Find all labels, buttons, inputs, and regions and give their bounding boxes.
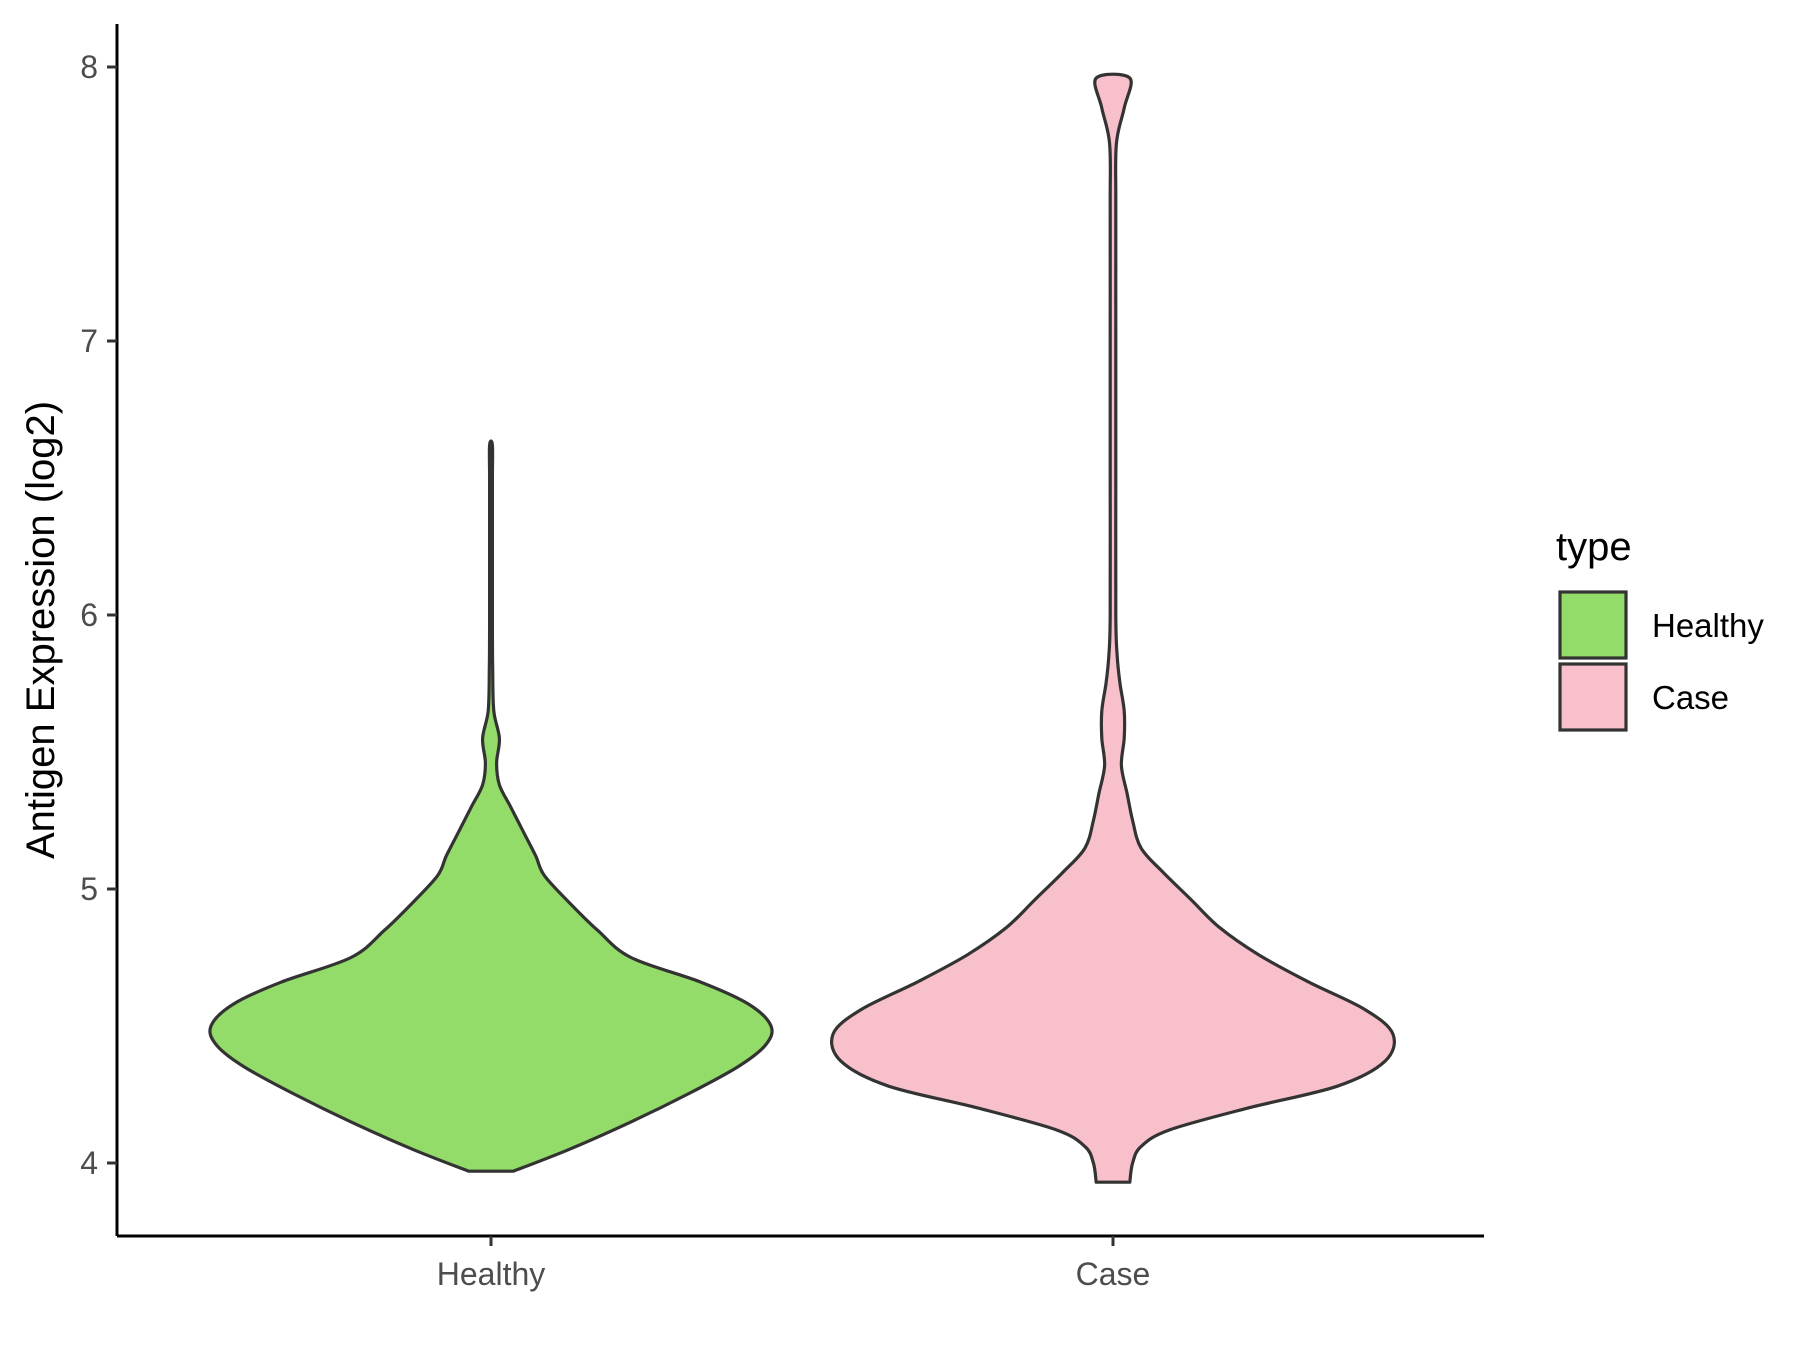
y-axis-ticks: 4 5 6 7 8 xyxy=(80,49,117,1181)
y-axis-title: Antigen Expression (log2) xyxy=(19,401,63,859)
y-tick-label: 6 xyxy=(80,597,98,633)
y-tick-label: 7 xyxy=(80,323,98,359)
y-tick-label: 4 xyxy=(80,1145,98,1181)
legend: Healthy Case xyxy=(1558,590,1764,732)
plot-area xyxy=(208,72,1396,1184)
legend-label-healthy: Healthy xyxy=(1652,607,1764,644)
x-tick-label: Case xyxy=(1076,1256,1151,1292)
legend-swatch-healthy xyxy=(1558,590,1628,660)
y-tick-label: 5 xyxy=(80,871,98,907)
legend-title: type xyxy=(1556,525,1632,569)
x-tick-label: Healthy xyxy=(437,1256,546,1292)
violin-healthy xyxy=(208,439,774,1173)
legend-swatch-case xyxy=(1558,662,1628,732)
y-tick-label: 8 xyxy=(80,49,98,85)
violin-case xyxy=(830,72,1396,1184)
legend-label-case: Case xyxy=(1652,679,1729,716)
x-axis-ticks: Healthy Case xyxy=(437,1236,1151,1292)
